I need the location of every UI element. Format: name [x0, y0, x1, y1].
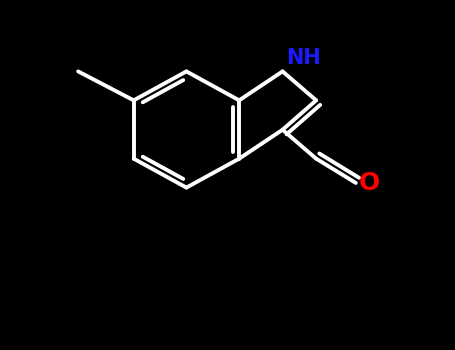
Text: O: O [359, 171, 380, 195]
Text: NH: NH [286, 48, 321, 68]
